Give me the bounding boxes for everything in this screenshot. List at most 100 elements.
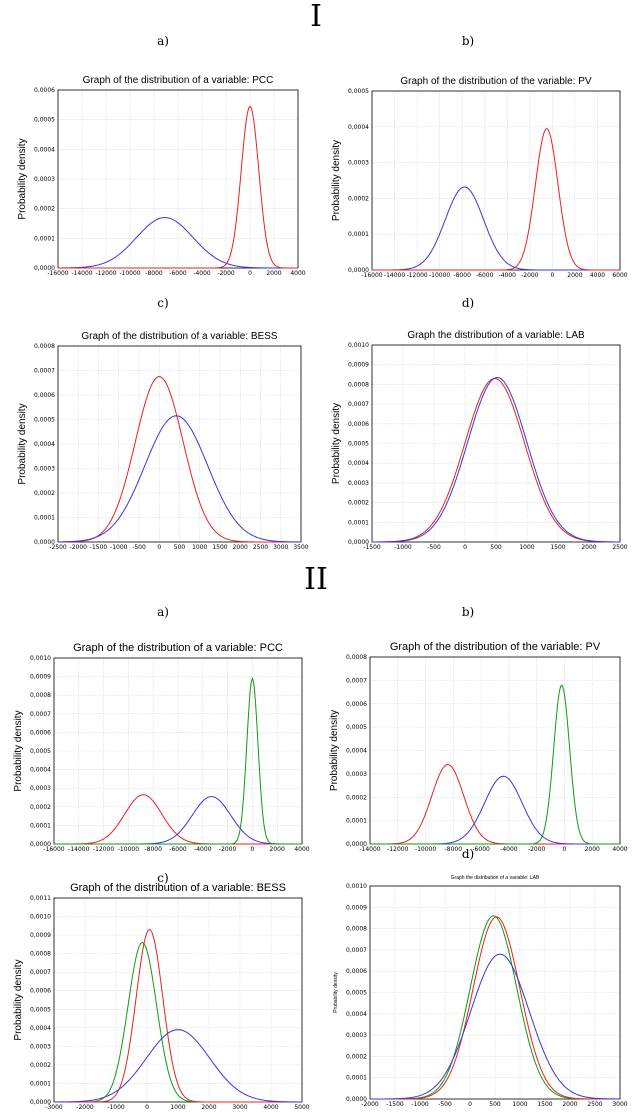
y-tick-label: 0,0008	[346, 926, 367, 933]
y-tick-label: 0,0001	[348, 231, 369, 238]
x-tick-label: 4000	[612, 846, 627, 853]
y-tick-label: 0,0008	[30, 692, 51, 699]
chart-svg: Graph the distribution of a variable: LA…	[333, 875, 628, 1108]
y-tick-label: 0,0008	[346, 654, 367, 661]
series-line-red	[54, 929, 302, 1103]
panel-label-IId: d)	[461, 847, 475, 861]
x-tick-label: -4000	[499, 272, 517, 279]
plot-frame	[57, 345, 302, 543]
y-tick-label: 0,0002	[34, 490, 55, 497]
panel-label-IIc: c)	[157, 871, 169, 885]
series-line-red	[58, 105, 298, 269]
series-line-blue	[53, 1029, 303, 1103]
x-tick-label: 500	[489, 1101, 501, 1108]
section-label-I: I	[310, 0, 322, 34]
x-tick-label: 3500	[293, 544, 308, 551]
series-line-red	[370, 764, 620, 845]
y-tick-label: 0,0002	[30, 1062, 51, 1069]
x-tick-label: 5000	[294, 1104, 309, 1111]
series-line-blue	[54, 796, 302, 845]
y-tick-label: 0,0000	[30, 841, 51, 848]
x-tick-label: -2000	[76, 1104, 94, 1111]
x-tick-label: -8000	[445, 846, 463, 853]
x-tick-label: 2000	[233, 544, 248, 551]
y-tick-label: 0,0001	[34, 515, 55, 522]
x-tick-label: 3000	[273, 544, 288, 551]
x-tick-label: -500	[427, 544, 441, 551]
series-line-blue	[371, 377, 621, 543]
x-tick-label: -12000	[95, 270, 116, 277]
x-tick-label: -10000	[119, 270, 140, 277]
y-tick-label: 0,0001	[30, 822, 51, 829]
chart-II-c-bess: Graph of the distribution of a variable:…	[8, 872, 318, 1113]
x-tick-label: 4000	[590, 272, 605, 279]
x-tick-label: -10000	[118, 846, 139, 853]
y-tick-label: 0,0002	[30, 804, 51, 811]
x-tick-label: -14000	[71, 270, 92, 277]
y-tick-label: 0,0009	[348, 362, 369, 369]
y-tick-label: 0,0000	[348, 539, 369, 546]
x-tick-label: 1000	[192, 544, 207, 551]
y-tick-label: 0,0000	[30, 1099, 51, 1106]
chart-svg: Graph of the distribution of a variable:…	[13, 642, 310, 853]
y-tick-label: 0,0003	[346, 1032, 367, 1039]
series-line-blue	[372, 186, 620, 271]
y-tick-label: 0,0004	[30, 1025, 51, 1032]
y-tick-label: 0,0005	[30, 748, 51, 755]
chart-II-d-lab: Graph the distribution of a variable: LA…	[322, 860, 632, 1113]
x-tick-label: -14000	[384, 272, 405, 279]
x-tick-label: 4000	[290, 270, 305, 277]
y-tick-label: 0,0009	[346, 904, 367, 911]
x-tick-label: -1000	[411, 1101, 429, 1108]
x-tick-label: 2500	[253, 544, 268, 551]
x-tick-label: 2500	[612, 544, 627, 551]
x-tick-label: -6000	[169, 846, 187, 853]
x-tick-label: -6000	[169, 270, 187, 277]
x-tick-label: 2000	[585, 846, 600, 853]
y-tick-label: 0,0004	[346, 1011, 367, 1018]
x-tick-label: -4000	[500, 846, 518, 853]
y-tick-label: 0,0001	[348, 519, 369, 526]
x-tick-label: -3000	[45, 1104, 63, 1111]
x-tick-label: -1500	[363, 544, 381, 551]
y-axis-label: Probability density	[333, 972, 339, 1013]
y-tick-label: 0,0002	[348, 500, 369, 507]
chart-I-d-lab: Graph the distribution of a variable: LA…	[322, 312, 632, 560]
y-tick-label: 0,0003	[30, 1043, 51, 1050]
y-tick-label: 0,0007	[30, 711, 51, 718]
x-tick-label: -4000	[194, 846, 212, 853]
y-tick-label: 0,0008	[30, 951, 51, 958]
y-tick-label: 0,0003	[34, 176, 55, 183]
y-tick-label: 0,0002	[346, 1053, 367, 1060]
y-tick-label: 0,0004	[346, 748, 367, 755]
panel-label-Id: d)	[461, 296, 475, 310]
y-axis-label: Probability density	[13, 959, 24, 1040]
x-tick-label: -16000	[47, 270, 68, 277]
y-tick-label: 0,0006	[30, 729, 51, 736]
y-tick-label: 0,0001	[34, 235, 55, 242]
x-tick-label: -2500	[49, 544, 67, 551]
chart-I-a-pcc: Graph of the distribution of a variable:…	[8, 66, 318, 286]
y-tick-label: 0,0005	[348, 441, 369, 448]
y-tick-label: 0,0005	[348, 88, 369, 95]
x-tick-label: 500	[174, 544, 186, 551]
y-tick-label: 0,0000	[348, 267, 369, 274]
y-axis-label: Probability density	[331, 140, 342, 221]
x-tick-label: -2000	[217, 270, 235, 277]
chart-I-b-pv: Graph of the distribution of the variabl…	[322, 66, 632, 288]
x-tick-label: 0	[563, 846, 567, 853]
y-tick-label: 0,0001	[346, 1075, 367, 1082]
series-line-green	[54, 677, 302, 845]
x-tick-label: -1000	[110, 544, 128, 551]
x-tick-label: 4000	[294, 846, 309, 853]
x-tick-label: 3000	[232, 1104, 247, 1111]
y-axis-label: Probability density	[17, 403, 28, 484]
x-tick-label: -2000	[219, 846, 237, 853]
x-tick-label: 2000	[567, 272, 582, 279]
x-tick-label: -8000	[144, 846, 162, 853]
y-tick-label: 0,0011	[30, 895, 51, 902]
y-tick-label: 0,0000	[34, 265, 55, 272]
x-tick-label: 2500	[587, 1101, 602, 1108]
series-line-red	[54, 794, 302, 845]
y-axis-label: Probability density	[329, 710, 340, 791]
